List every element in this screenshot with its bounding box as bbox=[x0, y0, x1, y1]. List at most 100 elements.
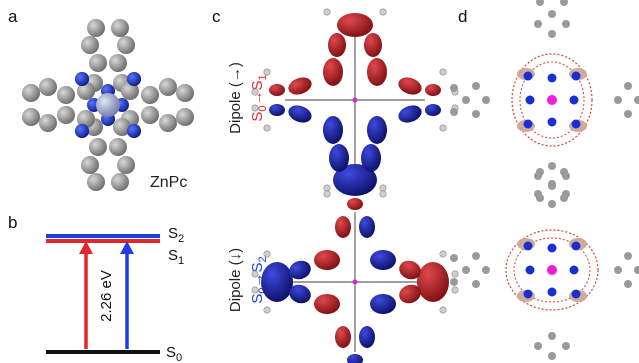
density-ring bbox=[511, 53, 593, 147]
dipole-vertical-label: Dipole (↓) bbox=[227, 248, 244, 312]
transition-s0-s1-label: S0→S1 bbox=[249, 74, 269, 121]
positive-lobe bbox=[323, 58, 343, 86]
negative-lobe bbox=[425, 104, 441, 116]
transition-density-top bbox=[450, 0, 639, 202]
positive-lobe bbox=[399, 284, 421, 304]
atom-dot bbox=[548, 180, 556, 188]
positive-lobe bbox=[417, 262, 449, 302]
carbon-atom bbox=[89, 54, 107, 72]
panel-label-b: b bbox=[8, 213, 17, 232]
atom-dot bbox=[462, 96, 470, 104]
positive-lobe bbox=[347, 198, 363, 210]
positive-lobe bbox=[399, 260, 421, 280]
hydrogen-atom bbox=[263, 124, 271, 132]
nitrogen-atom bbox=[127, 72, 141, 86]
zinc-atom bbox=[96, 93, 120, 117]
atom-dot bbox=[450, 254, 458, 262]
negative-lobe bbox=[347, 354, 363, 363]
zinc-dot bbox=[547, 95, 557, 105]
atom-dot bbox=[562, 342, 570, 350]
atom-dot bbox=[548, 200, 556, 208]
nitrogen-atom bbox=[127, 124, 141, 138]
carbon-atom bbox=[109, 138, 127, 156]
nitrogen-atom bbox=[75, 72, 89, 86]
nitrogen-dot bbox=[547, 243, 557, 253]
atom-dot bbox=[472, 110, 480, 118]
atom-dot bbox=[624, 252, 632, 260]
hydrogen-atom bbox=[379, 8, 387, 16]
positive-lobe bbox=[337, 13, 373, 37]
negative-lobe bbox=[359, 326, 375, 348]
negative-lobe bbox=[370, 294, 396, 314]
dipole-horizontal-label: Dipole (→) bbox=[227, 62, 244, 134]
carbon-atom bbox=[22, 108, 40, 126]
carbon-atom bbox=[87, 173, 105, 191]
atom-dot bbox=[560, 0, 568, 6]
atom-dot bbox=[462, 266, 470, 274]
atom-dot bbox=[482, 96, 490, 104]
positive-lobe bbox=[328, 33, 346, 57]
atom-dot bbox=[536, 0, 544, 6]
atom-dot bbox=[450, 84, 458, 92]
negative-lobe bbox=[329, 144, 349, 172]
carbon-atom bbox=[113, 118, 131, 136]
panel-label-d: d bbox=[458, 7, 467, 26]
positive-lobe bbox=[364, 33, 382, 57]
s0-level-label: S0 bbox=[166, 344, 182, 363]
carbon-atom bbox=[159, 114, 177, 132]
positive-lobe bbox=[398, 77, 422, 95]
atom-dot bbox=[548, 10, 556, 18]
hydrogen-atom bbox=[451, 270, 459, 278]
nitrogen-dot bbox=[569, 95, 579, 105]
nitrogen-dot bbox=[569, 265, 579, 275]
density-ring-inner bbox=[513, 237, 591, 303]
znpc-label: ZnPc bbox=[150, 174, 187, 191]
zinc-dot bbox=[547, 265, 557, 275]
energy-level-diagram: 2.26 eV S2 S1 S0 bbox=[46, 225, 184, 363]
atom-dot bbox=[536, 168, 544, 176]
nitrogen-dot bbox=[547, 73, 557, 83]
orbital-s0-s1 bbox=[251, 8, 459, 196]
negative-lobe bbox=[359, 216, 375, 238]
carbon-atom bbox=[22, 84, 40, 102]
atom-dot bbox=[562, 20, 570, 28]
negative-lobe bbox=[289, 260, 311, 280]
carbon-atom bbox=[81, 156, 99, 174]
carbon-atom bbox=[39, 114, 57, 132]
atom-dot bbox=[534, 190, 542, 198]
nitrogen-dot bbox=[571, 71, 581, 81]
nitrogen-dot bbox=[523, 241, 533, 251]
nitrogen-dot bbox=[571, 241, 581, 251]
negative-lobe bbox=[261, 262, 293, 302]
atom-dot bbox=[624, 82, 632, 90]
hydrogen-atom bbox=[451, 286, 459, 294]
nitrogen-atom bbox=[75, 124, 89, 138]
carbon-atom bbox=[109, 54, 127, 72]
positive-lobe bbox=[269, 84, 285, 96]
carbon-atom bbox=[176, 84, 194, 102]
atom-dot bbox=[450, 108, 458, 116]
carbon-atom bbox=[159, 78, 177, 96]
orbital-s0-s2 bbox=[251, 190, 459, 363]
atom-dot bbox=[548, 30, 556, 38]
atom-dot bbox=[548, 352, 556, 360]
negative-lobe bbox=[289, 284, 311, 304]
nitrogen-dot bbox=[571, 289, 581, 299]
hydrogen-atom bbox=[439, 124, 447, 132]
carbon-atom bbox=[111, 19, 129, 37]
negative-lobe bbox=[269, 104, 285, 116]
carbon-atom bbox=[39, 78, 57, 96]
positive-lobe bbox=[288, 77, 312, 95]
negative-lobe bbox=[398, 105, 422, 123]
zinc-center bbox=[352, 279, 358, 285]
atom-dot bbox=[624, 110, 632, 118]
negative-lobe bbox=[370, 250, 396, 270]
carbon-atom bbox=[89, 138, 107, 156]
atom-dot bbox=[534, 20, 542, 28]
carbon-atom bbox=[117, 36, 135, 54]
nitrogen-dot bbox=[523, 119, 533, 129]
atom-dot bbox=[560, 168, 568, 176]
atom-dot bbox=[634, 266, 639, 274]
hydrogen-atom bbox=[263, 250, 271, 258]
